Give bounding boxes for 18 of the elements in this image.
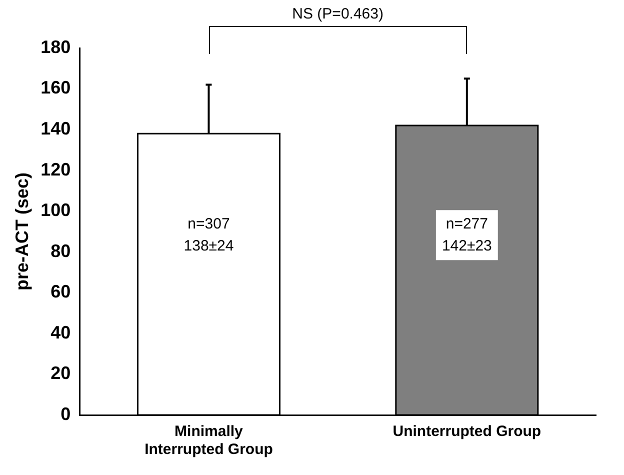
annotation: n=307 [188, 215, 230, 232]
y-tick-label: 180 [40, 36, 71, 57]
annotation: n=277 [446, 215, 488, 232]
y-tick-label: 140 [40, 118, 71, 139]
y-tick-label: 80 [50, 240, 71, 261]
y-tick-label: 120 [40, 159, 71, 180]
data-label: 138±24 [184, 237, 234, 254]
y-tick-label: 0 [60, 404, 71, 424]
y-tick-label: 40 [50, 322, 71, 342]
data-label: 142±23 [442, 237, 492, 254]
x-tick-label: Uninterrupted Group [392, 423, 542, 440]
y-axis-title: pre-ACT (sec) [12, 172, 32, 291]
y-tick-label: 100 [40, 200, 71, 220]
y-tick-label: 20 [50, 363, 71, 384]
y-tick-label: 160 [40, 78, 71, 98]
y-tick-label: 60 [50, 282, 71, 302]
text: NS (P=0.463) [292, 6, 384, 23]
x-tick-label: Minimally Interrupted Group [144, 423, 273, 458]
